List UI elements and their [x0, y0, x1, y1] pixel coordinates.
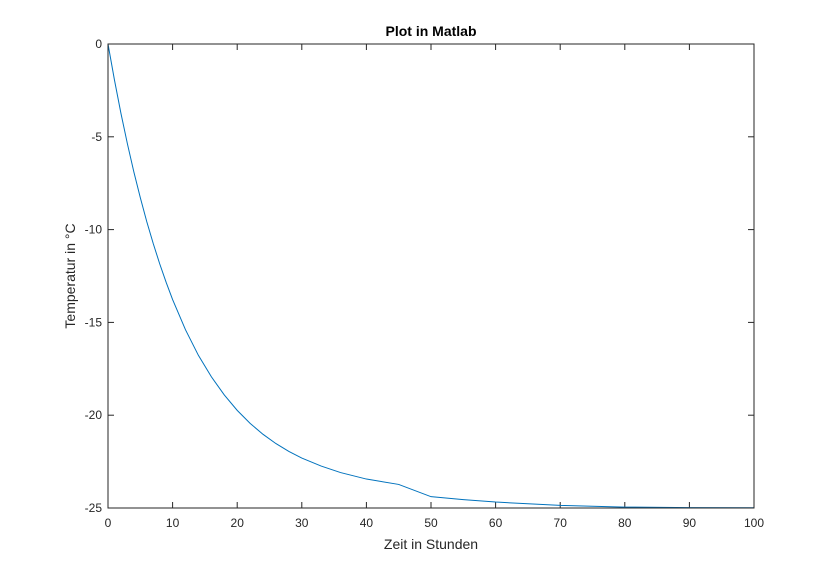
series-line [107, 43, 755, 509]
x-tick-label: 100 [744, 516, 764, 530]
axes-box [107, 43, 755, 509]
plot-area [108, 44, 754, 508]
x-tick-label: 10 [166, 516, 180, 530]
y-axis-label: Temperatur in °C [62, 223, 78, 328]
y-tick-label: -25 [85, 501, 103, 515]
x-tick-label: 20 [231, 516, 245, 530]
tick-labels: 0 10 20 30 40 50 60 70 80 90 100 0 -5 -10 -15 -20 -25 [85, 37, 765, 530]
y-tick-label: 0 [95, 37, 102, 51]
x-tick-label: 70 [554, 516, 568, 530]
x-tick-label: 90 [683, 516, 697, 530]
x-tick-label: 60 [489, 516, 503, 530]
x-tick-label: 40 [360, 516, 374, 530]
x-tick-label: 80 [618, 516, 632, 530]
y-tick-label: -5 [91, 130, 102, 144]
y-tick-label: -15 [85, 315, 103, 329]
y-tick-label: -20 [85, 408, 103, 422]
y-tick-label: -10 [85, 223, 103, 237]
chart-title: Plot in Matlab [386, 23, 477, 39]
x-axis-label: Zeit in Stunden [384, 536, 478, 552]
x-tick-label: 30 [295, 516, 309, 530]
x-tick-label: 50 [424, 516, 438, 530]
x-tick-label: 0 [105, 516, 112, 530]
